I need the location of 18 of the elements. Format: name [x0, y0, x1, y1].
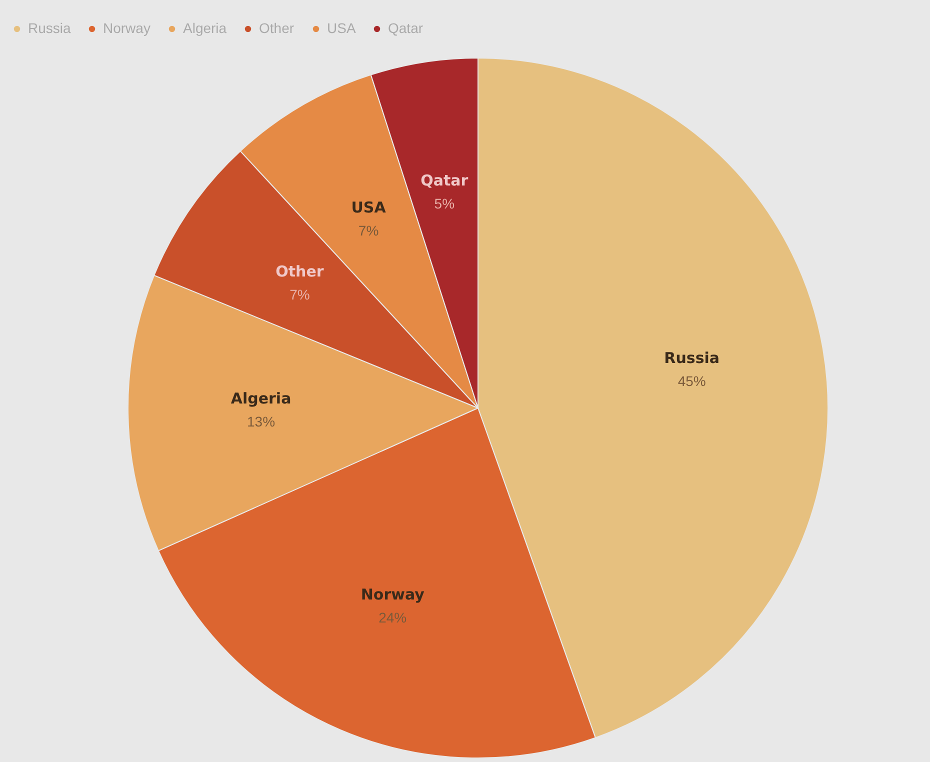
data-label: 5% — [434, 196, 455, 212]
slice-label: Other — [276, 262, 324, 280]
legend-label: Algeria — [183, 20, 227, 36]
slice-label: Russia — [664, 349, 720, 368]
legend-label: Other — [259, 20, 294, 36]
data-label: 24% — [378, 610, 407, 626]
slice-label: USA — [351, 198, 386, 217]
legend-label: Norway — [103, 20, 150, 36]
data-label: 7% — [290, 286, 310, 302]
data-label: 13% — [247, 413, 276, 430]
slice-label: Norway — [360, 586, 425, 604]
slice-label: Algeria — [230, 389, 292, 408]
legend-label: USA — [327, 20, 356, 36]
slice-label: Qatar — [420, 172, 469, 190]
legend-label: Qatar — [388, 20, 424, 36]
legend-label: Russia — [28, 20, 72, 36]
data-label: 45% — [678, 373, 706, 390]
data-label: 7% — [358, 222, 379, 239]
